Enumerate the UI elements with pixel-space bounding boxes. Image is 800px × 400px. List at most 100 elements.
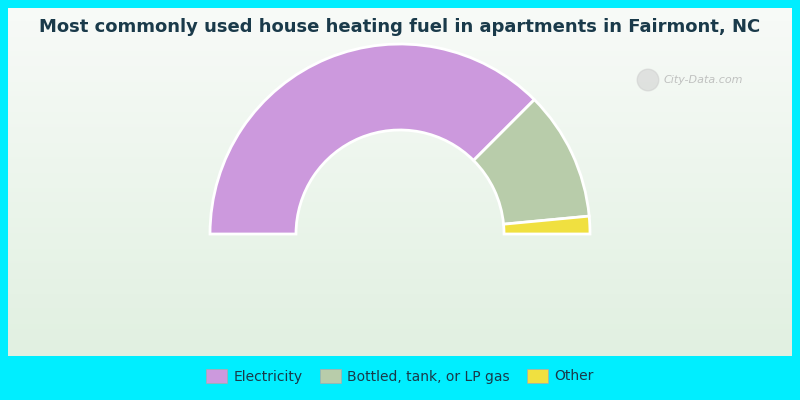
Bar xyxy=(8,175,792,177)
Bar xyxy=(8,52,792,53)
Wedge shape xyxy=(474,100,589,224)
Bar xyxy=(8,121,792,123)
Bar xyxy=(8,218,792,220)
Bar xyxy=(8,212,792,213)
Bar xyxy=(8,260,792,262)
Bar xyxy=(8,146,792,147)
Bar xyxy=(8,250,792,252)
Bar xyxy=(8,213,792,215)
Bar xyxy=(8,330,792,332)
Bar xyxy=(8,62,792,64)
Bar xyxy=(8,66,792,67)
Bar xyxy=(8,344,792,346)
Bar xyxy=(8,255,792,257)
Bar xyxy=(8,352,792,354)
Bar xyxy=(8,15,792,17)
Bar xyxy=(8,106,792,107)
Bar xyxy=(8,149,792,151)
Bar xyxy=(8,109,792,111)
Bar xyxy=(8,276,792,278)
Bar xyxy=(8,39,792,41)
Bar xyxy=(8,245,792,246)
Bar xyxy=(8,84,792,86)
Bar xyxy=(8,81,792,83)
Bar xyxy=(8,304,792,306)
Bar xyxy=(8,351,792,352)
Bar xyxy=(8,323,792,325)
Bar xyxy=(8,332,792,333)
Bar xyxy=(8,320,792,321)
Bar xyxy=(8,208,792,210)
Bar xyxy=(8,112,792,114)
Bar xyxy=(8,20,792,22)
Bar xyxy=(8,100,792,102)
Bar xyxy=(8,83,792,84)
Bar xyxy=(8,69,792,71)
Bar xyxy=(8,246,792,248)
Bar xyxy=(8,271,792,272)
Bar xyxy=(8,72,792,74)
Bar xyxy=(8,186,792,187)
Bar xyxy=(8,231,792,232)
Bar xyxy=(8,168,792,170)
Bar xyxy=(8,60,792,62)
Bar xyxy=(8,154,792,156)
Bar xyxy=(8,349,792,351)
Bar xyxy=(8,116,792,118)
Bar xyxy=(8,318,792,320)
Bar xyxy=(8,206,792,208)
Bar xyxy=(8,201,792,203)
Bar xyxy=(8,26,792,27)
Bar xyxy=(8,177,792,178)
Bar xyxy=(8,187,792,189)
Bar xyxy=(8,205,792,206)
Bar xyxy=(8,36,792,38)
Bar xyxy=(8,347,792,349)
Bar xyxy=(8,8,792,10)
Bar xyxy=(8,97,792,98)
Bar xyxy=(8,107,792,109)
Bar xyxy=(8,253,792,255)
Bar xyxy=(8,43,792,44)
Bar xyxy=(8,27,792,29)
Bar xyxy=(8,257,792,258)
Bar xyxy=(8,135,792,137)
Bar xyxy=(8,222,792,224)
Bar xyxy=(8,248,792,250)
Bar xyxy=(8,76,792,78)
Bar xyxy=(8,71,792,72)
Bar xyxy=(8,126,792,128)
Bar xyxy=(8,58,792,60)
Bar xyxy=(8,142,792,144)
Bar xyxy=(8,258,792,260)
Bar xyxy=(8,262,792,264)
Bar xyxy=(8,198,792,200)
Bar xyxy=(8,309,792,311)
Bar xyxy=(8,274,792,276)
Bar xyxy=(8,34,792,36)
Bar xyxy=(8,98,792,100)
Bar xyxy=(8,172,792,173)
Bar xyxy=(8,128,792,130)
Bar xyxy=(8,13,792,15)
Bar xyxy=(8,166,792,168)
Bar xyxy=(8,170,792,172)
Bar xyxy=(8,328,792,330)
Bar xyxy=(8,326,792,328)
Bar xyxy=(8,306,792,307)
Bar xyxy=(8,302,792,304)
Bar xyxy=(8,288,792,290)
Bar xyxy=(8,48,792,50)
Bar xyxy=(8,90,792,92)
Bar xyxy=(8,17,792,18)
Bar xyxy=(8,346,792,347)
Bar xyxy=(8,57,792,58)
Bar xyxy=(8,278,792,280)
Bar xyxy=(8,111,792,112)
Bar xyxy=(8,333,792,335)
Bar xyxy=(8,55,792,57)
Bar xyxy=(8,234,792,236)
Bar xyxy=(8,191,792,192)
Bar xyxy=(8,18,792,20)
Bar xyxy=(8,173,792,175)
